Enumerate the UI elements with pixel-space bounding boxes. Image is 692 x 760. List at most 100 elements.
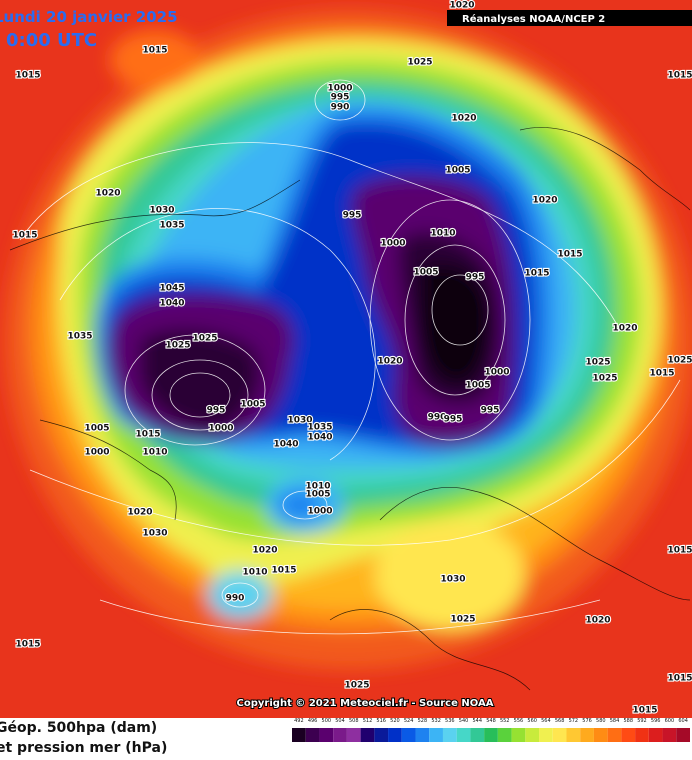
isobar-label: 1020 (449, 1, 474, 11)
isobar-label: 1015 (667, 546, 692, 556)
isobar-label: 1000 (84, 448, 109, 458)
legend-swatch (497, 728, 512, 742)
legend-swatch (676, 728, 690, 742)
isobar-label: 1010 (305, 482, 330, 492)
legend-value: 580 (596, 718, 606, 724)
isobar-label: 990 (331, 103, 350, 113)
legend-value: 572 (569, 718, 579, 724)
legend-swatch (539, 728, 553, 742)
copyright: Copyright © 2021 Meteociel.fr - Source N… (237, 698, 494, 709)
legend-value: 576 (582, 718, 592, 724)
legend-value: 512 (363, 718, 373, 724)
isobar-label: 1005 (84, 424, 109, 434)
legend-swatch (662, 728, 677, 742)
legend-value: 500 (322, 718, 332, 724)
legend-value: 516 (376, 718, 386, 724)
coastlines (9, 127, 691, 691)
isobar-label: 1020 (451, 114, 476, 124)
isobar-label: 995 (207, 406, 226, 416)
isobar-label: 1045 (159, 284, 184, 294)
isobar-label: 1015 (524, 269, 549, 279)
isobar-label: 1030 (149, 206, 174, 216)
isobar-label: 1040 (159, 299, 184, 309)
isobar-label: 1025 (667, 356, 692, 366)
isobar-label: 1015 (15, 640, 40, 650)
isobar-label: 990 (226, 594, 245, 604)
isobar-label: 1025 (192, 334, 217, 344)
isobar-label: 995 (343, 211, 362, 221)
legend-swatch (388, 728, 402, 742)
isobar-label: 1015 (649, 369, 674, 379)
isobar-label: 1015 (667, 674, 692, 684)
legend-swatch (648, 728, 663, 742)
isobar-label: 990 (428, 413, 447, 423)
legend-swatch (429, 728, 443, 742)
isobar-label: 1005 (240, 400, 265, 410)
isobar-label: 1000 (208, 424, 233, 434)
isobar-label: 1025 (585, 358, 610, 368)
isobar-label: 1015 (12, 231, 37, 241)
source-box (447, 10, 692, 26)
legend-swatch (292, 728, 306, 742)
legend-swatch (456, 728, 471, 742)
isobar-label: 1000 (327, 84, 352, 94)
isobar-label: 1000 (307, 507, 332, 517)
isobar-label: 1010 (242, 568, 267, 578)
isobar-label: 1020 (252, 546, 277, 556)
isobar-label: 1005 (305, 490, 330, 500)
isobar-label: 1010 (430, 229, 455, 239)
legend-value: 520 (390, 718, 400, 724)
legend-swatch (346, 728, 361, 742)
isobars (19, 79, 681, 635)
isobar-label: 995 (331, 93, 350, 103)
isobar-label: 1025 (407, 58, 432, 68)
legend-value: 592 (637, 718, 647, 724)
legend-swatch (552, 728, 567, 742)
isobar-label: 1005 (413, 268, 438, 278)
source: Réanalyses NOAA/NCEP 2 (462, 13, 605, 25)
isobar-label: 1000 (380, 239, 405, 249)
legend-swatch (621, 728, 636, 742)
legend-value: 588 (623, 718, 633, 724)
legend-swatch (401, 728, 416, 742)
legend-swatch (374, 728, 389, 742)
isobar-label: 1030 (440, 575, 465, 585)
isobar-label: 1015 (135, 430, 160, 440)
legend-swatch (511, 728, 526, 742)
isobar-label: 1030 (142, 529, 167, 539)
isobar-label: 1040 (307, 433, 332, 443)
isobar-label: 1020 (612, 324, 637, 334)
time: 0:00 UTC (6, 30, 97, 51)
isobar-label: 995 (444, 415, 463, 425)
legend-value: 532 (431, 718, 441, 724)
legend-value: 584 (610, 718, 620, 724)
legend-swatch (635, 728, 649, 742)
legend-swatch (580, 728, 594, 742)
isobar-label: 1015 (142, 46, 167, 56)
legend-value: 556 (514, 718, 524, 724)
isobar-label: 995 (481, 406, 500, 416)
isobar-label: 1015 (557, 250, 582, 260)
legend-title-1: Géop. 500hpa (dam) (0, 720, 157, 736)
isobar-label: 1015 (271, 566, 296, 576)
legend-swatch (305, 728, 320, 742)
isobar-label: 1005 (445, 166, 470, 176)
isobar-label: 1035 (307, 423, 332, 433)
legend-value: 564 (541, 718, 551, 724)
legend-value: 528 (418, 718, 428, 724)
isobar-label: 1015 (667, 71, 692, 81)
legend-swatch (566, 728, 581, 742)
isobar-label: 1020 (95, 189, 120, 199)
legend-title-2: et pression mer (hPa) (0, 740, 167, 756)
legend-swatch (470, 728, 485, 742)
legend-value: 600 (665, 718, 675, 724)
date: Lundi 20 janvier 2025 (0, 8, 178, 26)
isobar-label: 1035 (67, 332, 92, 342)
isobar-label: 1025 (450, 615, 475, 625)
legend-value: 604 (678, 718, 688, 724)
isobar-label: 1020 (532, 196, 557, 206)
isobar-label: 1005 (465, 381, 490, 391)
isobar-label: 1015 (15, 71, 40, 81)
legend-swatch (593, 728, 608, 742)
